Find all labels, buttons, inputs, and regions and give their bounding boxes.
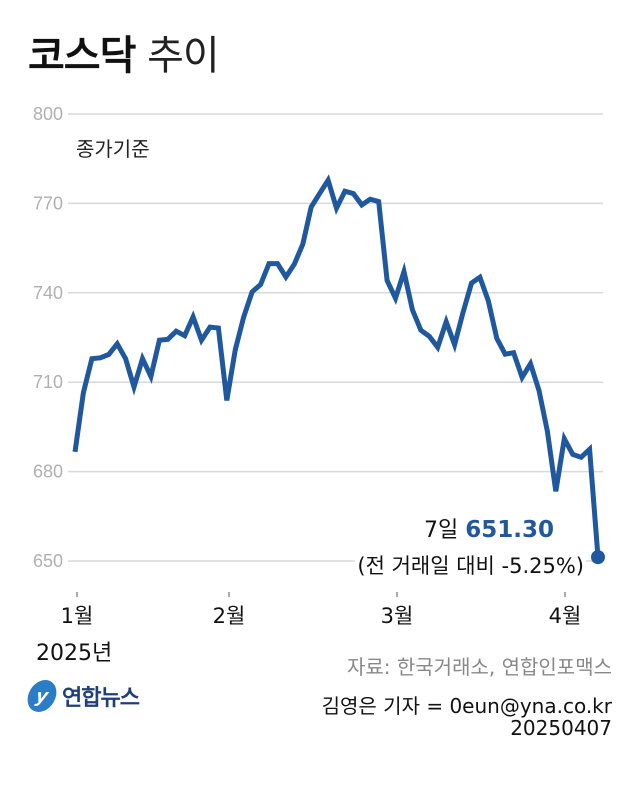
chart-title-sub: 추이	[147, 33, 220, 79]
change-annotation: (전 거래일 대비 -5.25%)	[355, 550, 586, 580]
yonhap-logo-icon: y	[24, 680, 60, 712]
last-point-marker	[591, 550, 605, 565]
year-label: 2025년	[36, 641, 113, 666]
y-tick-label: 710	[33, 372, 63, 392]
source-text: 자료: 한국거래소, 연합인포맥스	[346, 655, 612, 679]
yonhap-logo: y 연합뉴스	[24, 680, 140, 712]
kosdaq-line	[72, 174, 601, 558]
y-tick-label: 740	[33, 283, 63, 303]
last-value-annotation: 7일 651.30	[424, 512, 554, 544]
date-text: 20250407	[510, 716, 612, 740]
y-tick-label: 680	[33, 462, 63, 482]
last-date-label: 7일	[423, 518, 459, 543]
unit-label: 종가기준	[76, 137, 150, 161]
y-tick-label: 800	[33, 104, 63, 124]
last-value: 651.30	[465, 517, 554, 543]
chart-title-main: 코스닥	[28, 33, 136, 79]
chart-title: 코스닥 추이	[28, 30, 220, 82]
x-label-feb: 2월	[212, 604, 246, 628]
credit-text: 김영은 기자 = 0eun@yna.co.kr	[321, 694, 612, 718]
x-label-mar: 3월	[380, 604, 414, 628]
y-tick-label: 770	[33, 193, 63, 213]
x-label-jan: 1월	[60, 604, 94, 628]
y-tick-label: 650	[33, 551, 63, 571]
yonhap-logo-text: 연합뉴스	[62, 686, 140, 711]
x-label-apr: 4월	[548, 604, 582, 628]
